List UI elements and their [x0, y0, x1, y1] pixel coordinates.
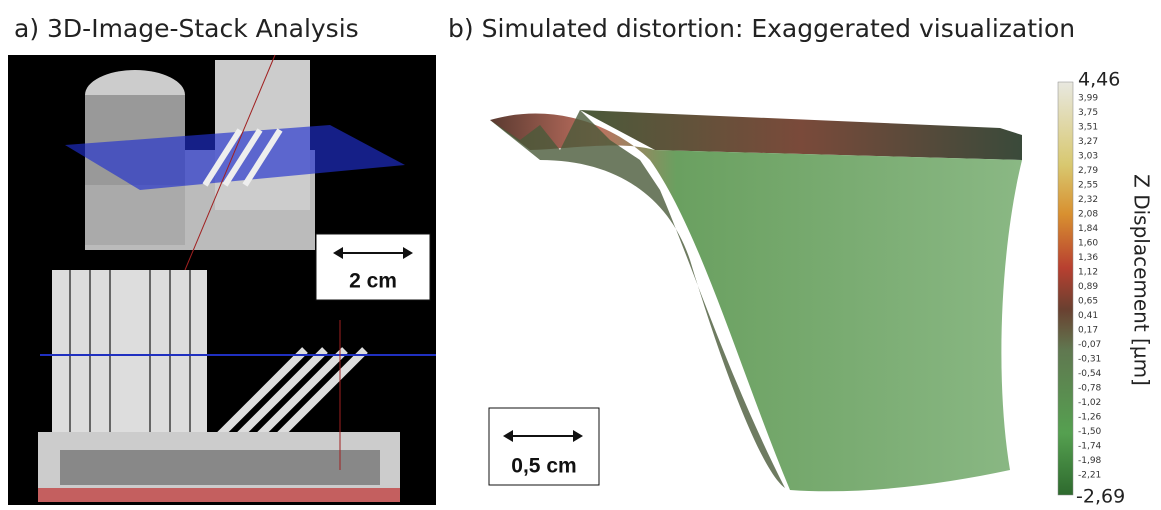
colorbar-tick: -0,78: [1078, 384, 1102, 394]
colorbar-tick: -2,21: [1078, 471, 1101, 481]
colorbar-tick: 1,36: [1078, 253, 1098, 263]
colorbar-label: Z Displacement [µm]: [1130, 174, 1154, 386]
colorbar-tick: 1,84: [1078, 224, 1098, 234]
colorbar-tick: 0,41: [1078, 311, 1098, 321]
colorbar-tick: 0,65: [1078, 297, 1098, 307]
colorbar-tick: 0,17: [1078, 326, 1098, 336]
figure: a) 3D-Image-Stack Analysis b) Simulated …: [0, 0, 1161, 510]
colorbar-tick: 3,27: [1078, 137, 1098, 147]
colorbar-min: -2,69: [1076, 486, 1125, 508]
scale-bar: 0,5 cm: [489, 408, 599, 485]
colorbar-tick: -1,50: [1078, 427, 1102, 437]
colorbar-max: 4,46: [1078, 69, 1120, 91]
colorbar-tick: 3,75: [1078, 108, 1098, 118]
colorbar-tick: -1,26: [1078, 413, 1102, 423]
colorbar-tick: 3,99: [1078, 94, 1098, 104]
colorbar-tick: -1,02: [1078, 398, 1101, 408]
colorbar-tick: 2,08: [1078, 210, 1098, 220]
colorbar-tick: 3,03: [1078, 152, 1098, 162]
colorbar-tick: 0,89: [1078, 282, 1098, 292]
colorbar-tick: -0,31: [1078, 355, 1101, 365]
colorbar-tick: -0,07: [1078, 340, 1101, 350]
colorbar-tick: 2,55: [1078, 181, 1098, 191]
scale-bar: 2 cm: [316, 234, 430, 300]
colorbar-tick: 1,12: [1078, 268, 1098, 278]
colorbar-tick: 3,51: [1078, 123, 1098, 133]
colorbar-tick: -1,74: [1078, 442, 1102, 452]
colorbar-tick: -1,98: [1078, 456, 1102, 466]
panel-title: a) 3D-Image-Stack Analysis: [14, 14, 359, 43]
scale-label: 2 cm: [349, 270, 397, 293]
colorbar-tick: -0,54: [1078, 369, 1102, 379]
colorbar-tick: 1,60: [1078, 239, 1098, 249]
figure-canvas: a) 3D-Image-Stack Analysis b) Simulated …: [0, 0, 1161, 510]
colorbar: [1058, 82, 1073, 495]
panel-title: b) Simulated distortion: Exaggerated vis…: [448, 14, 1075, 43]
colorbar-tick: 2,32: [1078, 195, 1098, 205]
colorbar-tick: 2,79: [1078, 166, 1098, 176]
scale-label: 0,5 cm: [511, 455, 576, 478]
